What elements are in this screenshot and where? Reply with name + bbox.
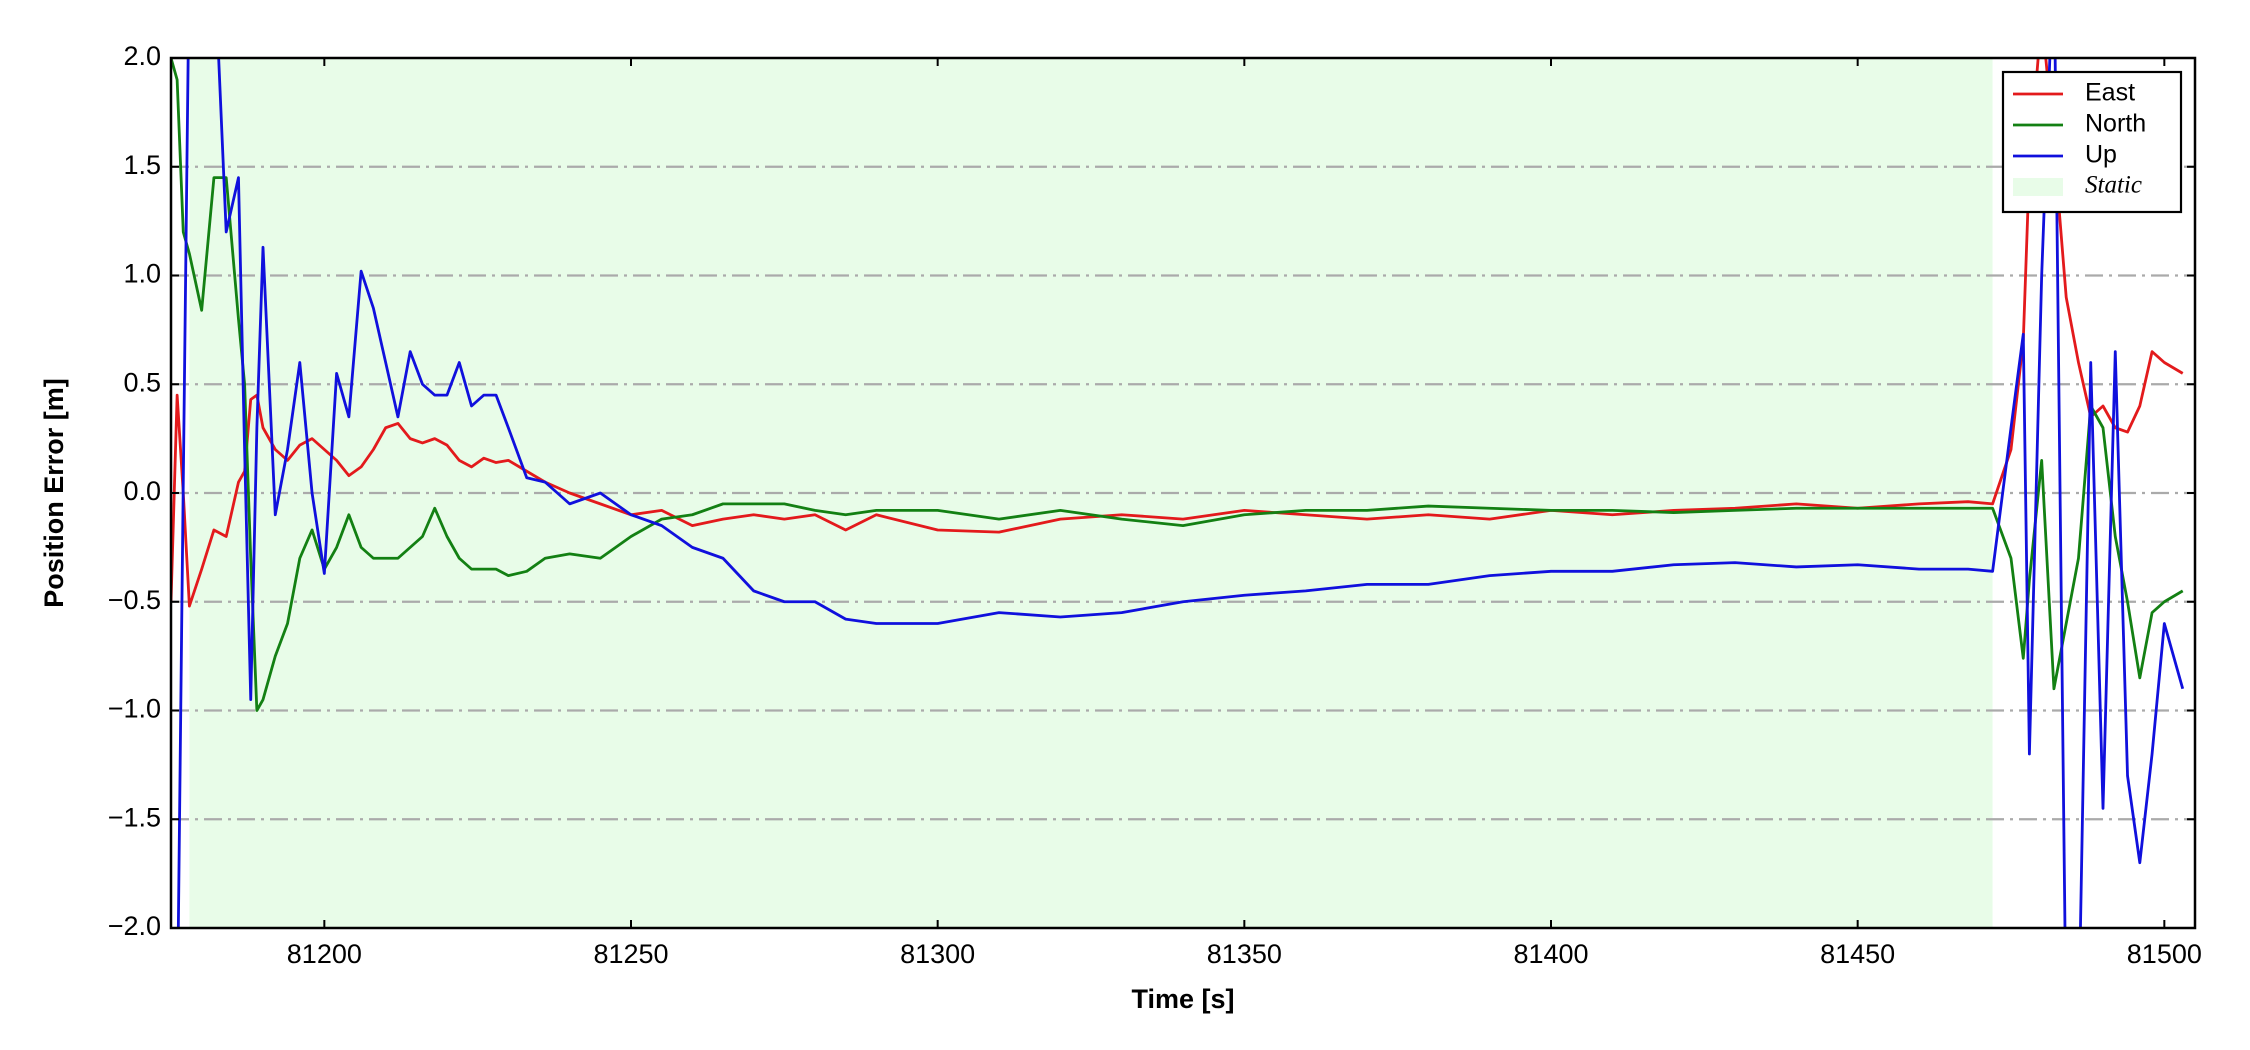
legend-label: Up	[2085, 141, 2117, 169]
x-tick-label: 81350	[1207, 939, 1282, 969]
x-tick-label: 81450	[1820, 939, 1895, 969]
grid	[171, 165, 2195, 821]
x-tick-label: 81250	[593, 939, 668, 969]
y-axis-label: Position Error [m]	[39, 378, 69, 608]
x-tick-label: 81500	[2127, 939, 2202, 969]
plot-frame	[169, 56, 2197, 930]
series-line	[176, 58, 2185, 928]
axes: −2.0 −1.5 −1.0 −0.5 0.0 0.5 1.0 1.5 2.0 81200 8125…	[108, 41, 2202, 969]
y-tick-label: −2.0	[108, 911, 161, 941]
legend-label: East	[2085, 79, 2135, 107]
legend-label: North	[2085, 110, 2146, 138]
x-axis-label: Time [s]	[1131, 984, 1234, 1014]
series-line	[171, 58, 2184, 712]
x-tick-label: 81200	[287, 939, 362, 969]
x-tick-label: 81300	[900, 939, 975, 969]
legend: East North Up Static	[2001, 70, 2183, 214]
y-tick-label: −1.0	[108, 694, 161, 724]
legend-swatch	[2013, 178, 2063, 196]
y-tick-label: 2.0	[123, 41, 161, 71]
x-tick-label: 81400	[1513, 939, 1588, 969]
legend-label: Static	[2085, 172, 2142, 199]
y-tick-label: 1.0	[123, 259, 161, 289]
lines	[171, 58, 2185, 928]
y-tick-label: 0.0	[123, 476, 161, 506]
y-tick-label: 1.5	[123, 150, 161, 180]
y-tick-label: −1.5	[108, 802, 161, 832]
y-tick-label: −0.5	[108, 585, 161, 615]
y-tick-label: 0.5	[123, 367, 161, 397]
